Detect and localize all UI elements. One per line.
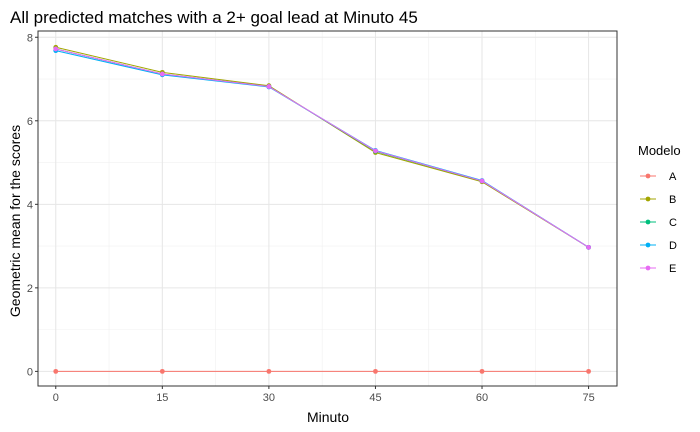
- x-tick-label: 60: [476, 392, 488, 404]
- data-point-A: [266, 368, 272, 374]
- chart-title: All predicted matches with a 2+ goal lea…: [10, 8, 418, 27]
- data-point-E: [586, 244, 591, 250]
- legend-key-point: [645, 219, 651, 225]
- plot-panel: 0 15 30 45 60 75 0 2 4 6 8: [27, 30, 618, 404]
- x-tick-label: 30: [263, 392, 275, 404]
- y-axis-title: Geometric mean for the scores: [7, 125, 23, 317]
- legend-title: Modelo: [638, 143, 681, 158]
- data-point-A: [159, 368, 165, 374]
- legend-label: C: [669, 217, 677, 229]
- y-tick-label: 8: [27, 32, 33, 44]
- data-point-E: [373, 148, 378, 154]
- x-tick-label: 45: [369, 392, 381, 404]
- legend-label: A: [669, 171, 677, 183]
- panel-background: [38, 31, 617, 386]
- legend-label: D: [669, 240, 677, 252]
- panel-border: [37, 30, 618, 387]
- x-axis-title: Minuto: [307, 409, 349, 425]
- legend-item-C: C: [640, 217, 677, 229]
- data-point-A: [53, 368, 59, 374]
- y-tick-label: 2: [27, 283, 33, 295]
- legend-item-A: A: [640, 171, 677, 183]
- y-tick-label: 4: [27, 199, 33, 211]
- data-point-E: [53, 46, 59, 52]
- data-point-A: [479, 368, 485, 374]
- x-tick-label: 15: [156, 392, 168, 404]
- x-tick-label: 75: [582, 392, 594, 404]
- legend-label: B: [669, 194, 676, 206]
- legend-item-D: D: [640, 240, 677, 252]
- legend-key-point: [645, 173, 651, 179]
- legend-item-B: B: [640, 194, 676, 206]
- x-tick-label: 0: [53, 392, 59, 404]
- legend-key-point: [645, 196, 651, 202]
- legend-item-E: E: [640, 263, 676, 275]
- y-tick-label: 0: [27, 366, 33, 378]
- data-point-E: [266, 84, 272, 89]
- legend-key-point: [645, 265, 651, 271]
- data-point-A: [373, 368, 378, 374]
- legend-label: E: [669, 263, 676, 275]
- legend-key-point: [645, 242, 651, 248]
- y-tick-label: 6: [27, 116, 33, 128]
- data-point-A: [586, 368, 591, 374]
- data-point-E: [479, 178, 485, 184]
- series-line-E: [55, 48, 589, 248]
- data-point-E: [159, 71, 165, 77]
